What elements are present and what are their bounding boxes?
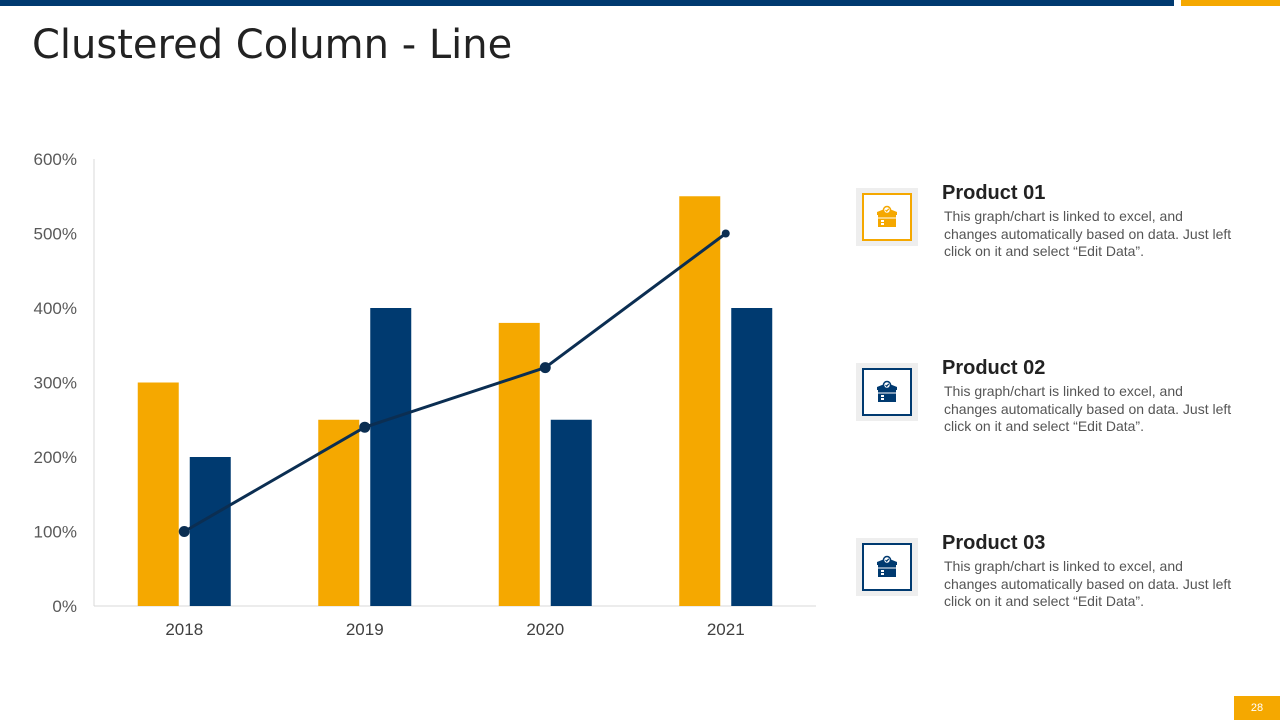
bar-product-01-2019 bbox=[318, 419, 360, 606]
y-tick-label: 100% bbox=[34, 523, 77, 542]
bar-product-02-2019 bbox=[370, 308, 412, 606]
line-point-2018 bbox=[178, 526, 190, 537]
page-title: Clustered Column - Line bbox=[32, 22, 513, 68]
product-01-icon-frame bbox=[856, 188, 918, 246]
line-point-2021 bbox=[721, 229, 730, 238]
y-tick-label: 600% bbox=[34, 150, 77, 169]
y-tick-label: 500% bbox=[34, 225, 77, 244]
top-accent-bar-yellow bbox=[1181, 0, 1280, 6]
top-accent-bar-blue bbox=[0, 0, 1174, 6]
x-tick-label: 2020 bbox=[526, 620, 564, 639]
product-03-description: This graph/chart is linked to excel, and… bbox=[944, 558, 1232, 609]
y-tick-label: 200% bbox=[34, 448, 77, 467]
box-icon bbox=[877, 555, 897, 577]
legend-item-product-01: Product 01 This graph/chart is linked to… bbox=[856, 182, 1256, 272]
bar-product-02-2021 bbox=[731, 308, 773, 606]
bar-product-02-2020 bbox=[550, 419, 592, 606]
clustered-column-line-chart: 0% 100% 200% 300% 400% 500% 600% 2018 2019 2020 20… bbox=[34, 150, 816, 639]
legend-item-product-02: Product 02 This graph/chart is linked to… bbox=[856, 357, 1256, 447]
bar-product-01-2020 bbox=[498, 322, 540, 606]
product-02-description: This graph/chart is linked to excel, and… bbox=[944, 383, 1232, 434]
y-tick-label: 400% bbox=[34, 299, 77, 318]
x-tick-label: 2019 bbox=[346, 620, 384, 639]
product-03-title: Product 03 bbox=[942, 532, 1046, 554]
product-02-title: Product 02 bbox=[942, 357, 1046, 379]
bar-product-02-2018 bbox=[189, 457, 231, 606]
page-number: 28 bbox=[1234, 696, 1280, 720]
product-02-icon-frame bbox=[856, 363, 918, 421]
y-tick-label: 300% bbox=[34, 374, 77, 393]
x-tick-label: 2021 bbox=[707, 620, 745, 639]
line-point-2019 bbox=[359, 421, 371, 433]
box-icon bbox=[877, 205, 897, 227]
box-icon bbox=[877, 380, 897, 402]
line-point-2020 bbox=[539, 362, 551, 374]
bar-product-01-2018 bbox=[137, 382, 179, 606]
legend-item-product-03: Product 03 This graph/chart is linked to… bbox=[856, 532, 1256, 622]
x-tick-label: 2018 bbox=[165, 620, 203, 639]
product-01-title: Product 01 bbox=[942, 182, 1046, 204]
product-01-description: This graph/chart is linked to excel, and… bbox=[944, 208, 1232, 259]
y-tick-label: 0% bbox=[52, 597, 77, 616]
line-product-03 bbox=[183, 232, 727, 533]
bar-product-01-2021 bbox=[679, 196, 721, 606]
product-03-icon-frame bbox=[856, 538, 918, 596]
